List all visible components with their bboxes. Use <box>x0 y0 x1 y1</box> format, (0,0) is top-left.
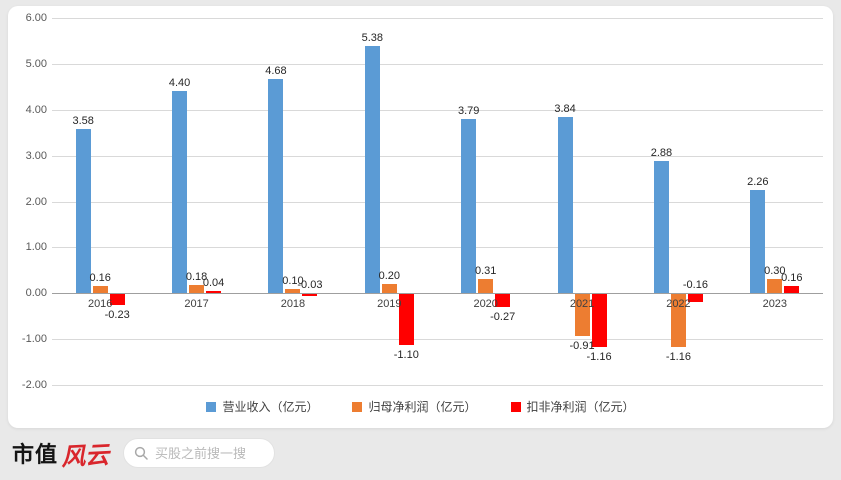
bar-revenue-2016 <box>75 129 91 294</box>
bar-adj-net-profit-2023 <box>784 285 800 294</box>
legend-label-net-profit: 归母净利润（亿元） <box>368 400 477 414</box>
y-tick-label: 5.00 <box>25 57 47 70</box>
bar-value-label: -0.27 <box>490 310 516 323</box>
bar-adj-net-profit-2016 <box>109 294 125 305</box>
y-tick-label: 4.00 <box>25 103 47 116</box>
bar-value-label: 2.26 <box>747 175 769 188</box>
bar-adj-net-profit-2018 <box>302 294 318 296</box>
bar-revenue-2017 <box>172 91 188 294</box>
search-input[interactable] <box>155 445 265 461</box>
bar-revenue-2023 <box>750 189 766 294</box>
bar-value-label: 0.16 <box>89 271 111 284</box>
legend-label-adj-net-profit: 扣非净利润（亿元） <box>526 400 635 414</box>
bar-net-profit-2017 <box>189 284 205 294</box>
gridline <box>52 155 823 157</box>
bar-adj-net-profit-2020 <box>495 294 511 307</box>
bar-revenue-2019 <box>364 46 380 294</box>
gridline <box>52 247 823 249</box>
bar-value-label: 3.58 <box>72 115 94 128</box>
x-tick-label: 2019 <box>377 298 402 311</box>
bar-value-label: -1.16 <box>586 351 612 364</box>
bar-net-profit-2023 <box>767 279 783 294</box>
bar-revenue-2018 <box>268 78 284 294</box>
bar-value-label: -0.91 <box>569 339 595 352</box>
x-tick-label: 2021 <box>569 298 595 311</box>
gridline <box>52 339 823 341</box>
x-tick-label: 2017 <box>184 298 209 311</box>
legend-swatch-adj-net-profit <box>510 401 521 412</box>
legend-label-revenue: 营业收入（亿元） <box>222 400 319 414</box>
legend: 营业收入（亿元） 归母净利润（亿元） 扣非净利润（亿元） <box>8 398 833 415</box>
gridline <box>52 109 823 111</box>
gridline <box>52 385 823 386</box>
y-tick-label: 2.00 <box>25 195 47 208</box>
x-tick-label: 2018 <box>280 298 306 311</box>
bar-value-label: 3.84 <box>554 103 576 116</box>
bar-value-label: 2.88 <box>650 147 673 160</box>
footer: 市值 风云 <box>12 436 833 471</box>
y-tick-label: 6.00 <box>25 12 47 24</box>
bar-revenue-2022 <box>653 161 669 294</box>
legend-item-net-profit: 归母净利润（亿元） <box>352 398 477 415</box>
bar-revenue-2020 <box>461 119 477 294</box>
legend-item-revenue: 营业收入（亿元） <box>206 398 318 415</box>
bar-value-label: 0.20 <box>378 270 401 283</box>
brand-logo: 市值 风云 <box>12 436 110 471</box>
bar-value-label: -1.10 <box>393 348 419 361</box>
bar-adj-net-profit-2021 <box>591 294 607 348</box>
chart-area: 6.00 5.00 4.00 3.00 2.00 1.00 0.00 -1.00 -2.00 3… <box>14 12 823 391</box>
logo-text-shizhi: 市值 <box>12 442 59 467</box>
zero-axis-line <box>52 293 823 295</box>
x-tick-label: 2016 <box>87 298 113 311</box>
bar-value-label: 0.16 <box>781 271 803 284</box>
bar-value-label: 0.18 <box>185 270 208 283</box>
bar-adj-net-profit-2019 <box>398 294 414 345</box>
bar-net-profit-2021 <box>574 294 590 336</box>
bar-net-profit-2016 <box>92 285 108 294</box>
bar-value-label: 3.79 <box>457 105 480 118</box>
legend-swatch-revenue <box>206 401 217 412</box>
bar-value-label: 4.68 <box>265 64 287 77</box>
bar-value-label: 4.40 <box>168 77 191 90</box>
bar-value-label: -0.23 <box>104 308 130 321</box>
logo-text-fengyun: 风云 <box>60 439 110 471</box>
bar-adj-net-profit-2017 <box>206 291 222 294</box>
y-axis: 6.00 5.00 4.00 3.00 2.00 1.00 0.00 -1.00 -2.00 <box>14 12 52 391</box>
chart-card: 6.00 5.00 4.00 3.00 2.00 1.00 0.00 -1.00 -2.00 3… <box>8 6 833 428</box>
bar-value-label: 0.10 <box>282 274 304 287</box>
bar-net-profit-2019 <box>381 284 397 294</box>
bar-value-label: 0.31 <box>474 265 497 278</box>
gridline <box>52 63 823 65</box>
x-tick-label: 2023 <box>762 298 788 311</box>
y-tick-label: 0.00 <box>25 287 47 300</box>
legend-item-adj-net-profit: 扣非净利润（亿元） <box>510 398 635 415</box>
bar-value-label: 5.38 <box>361 32 384 45</box>
y-tick-label: -2.00 <box>21 379 47 391</box>
bar-value-label: -0.16 <box>682 279 708 292</box>
legend-swatch-net-profit <box>352 401 363 412</box>
search-bar[interactable] <box>123 438 276 468</box>
bar-net-profit-2022 <box>670 294 686 348</box>
y-tick-label: 3.00 <box>25 149 47 162</box>
bar-net-profit-2018 <box>285 288 301 294</box>
bar-value-label: -0.03 <box>297 279 323 292</box>
bar-value-label: 0.04 <box>202 277 225 290</box>
bar-net-profit-2020 <box>478 279 494 294</box>
bar-revenue-2021 <box>557 117 573 294</box>
bar-value-label: -1.16 <box>665 351 691 364</box>
gridline <box>52 201 823 203</box>
gridline <box>52 18 823 19</box>
y-tick-label: 1.00 <box>25 241 47 254</box>
plot-area: 3.58 0.16 -0.23 2016 4.40 0.18 0.04 2017 4.68 0.1… <box>52 18 823 386</box>
bar-value-label: 0.30 <box>764 265 786 278</box>
x-tick-label: 2020 <box>473 298 498 311</box>
search-icon <box>134 446 148 460</box>
x-tick-label: 2022 <box>666 298 691 311</box>
y-tick-label: -1.00 <box>21 333 47 346</box>
bar-adj-net-profit-2022 <box>687 294 703 302</box>
